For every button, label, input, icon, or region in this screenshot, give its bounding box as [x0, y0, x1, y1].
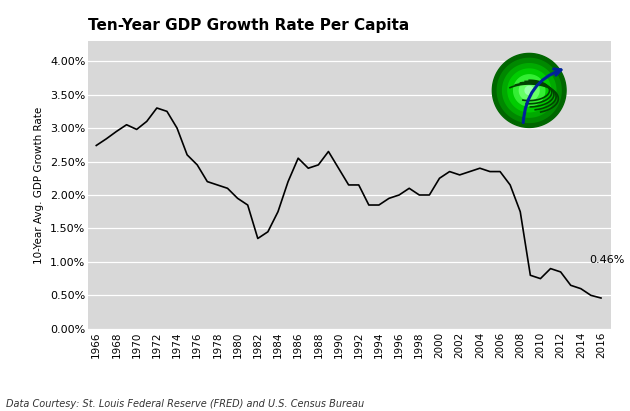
Text: Data Courtesy: St. Louis Federal Reserve (FRED) and U.S. Census Bureau: Data Courtesy: St. Louis Federal Reserve…: [6, 399, 364, 409]
Polygon shape: [493, 53, 566, 127]
FancyArrowPatch shape: [523, 69, 561, 122]
Polygon shape: [513, 75, 545, 106]
Polygon shape: [497, 58, 561, 122]
Text: Ten-Year GDP Growth Rate Per Capita: Ten-Year GDP Growth Rate Per Capita: [88, 18, 410, 33]
Text: 0.46%: 0.46%: [589, 255, 624, 265]
Polygon shape: [508, 69, 551, 112]
Polygon shape: [525, 86, 534, 95]
Polygon shape: [519, 81, 539, 100]
Polygon shape: [503, 64, 556, 117]
Y-axis label: 10-Year Avg. GDP Growth Rate: 10-Year Avg. GDP Growth Rate: [35, 106, 45, 263]
